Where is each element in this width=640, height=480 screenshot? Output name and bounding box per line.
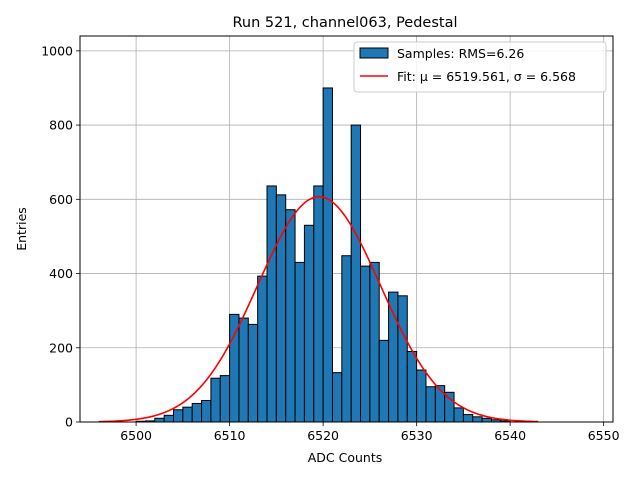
x-tick-label: 6500 <box>120 428 152 443</box>
histogram-bar <box>257 275 268 423</box>
y-tick-label: 0 <box>65 415 73 430</box>
histogram-bar <box>472 416 483 423</box>
histogram-bar <box>350 124 362 423</box>
histogram-bar <box>434 385 446 423</box>
histogram-bar <box>388 291 399 423</box>
y-tick-label: 600 <box>49 192 73 207</box>
x-tick-label: 6520 <box>307 428 339 443</box>
x-axis-ticks: 6500 6510 6520 6530 6540 6550 <box>120 422 620 443</box>
histogram-bar <box>219 375 231 423</box>
x-tick-label: 6550 <box>588 428 620 443</box>
legend: Samples: RMS=6.26 Fit: μ = 6519.561, σ =… <box>353 41 607 93</box>
legend-label-samples: Samples: RMS=6.26 <box>397 46 524 61</box>
x-tick-label: 6510 <box>214 428 246 443</box>
y-tick-label: 1000 <box>41 43 73 58</box>
histogram-bar <box>229 313 240 423</box>
histogram-bar <box>201 399 212 423</box>
histogram-bar <box>360 265 371 423</box>
histogram-bar <box>378 339 390 423</box>
histogram-bar <box>210 377 221 423</box>
histogram-bar <box>397 295 408 423</box>
histogram-bar <box>369 261 380 423</box>
histogram-bar <box>266 185 277 423</box>
histogram-bar <box>341 255 352 423</box>
x-tick-label: 6530 <box>401 428 433 443</box>
histogram-bar <box>453 407 464 423</box>
histogram-bar <box>154 417 165 423</box>
legend-swatch-samples <box>359 47 389 59</box>
legend-box <box>353 41 607 93</box>
histogram-bar <box>322 87 333 423</box>
x-axis-label: ADC Counts <box>308 450 383 465</box>
legend-label-fit: Fit: μ = 6519.561, σ = 6.568 <box>397 69 576 84</box>
histogram-bar <box>303 224 315 423</box>
fit-curve <box>98 195 539 423</box>
histogram-bar <box>285 209 296 423</box>
x-tick-label: 6540 <box>494 428 526 443</box>
y-axis-label: Entries <box>14 207 29 251</box>
fit-curve-layer <box>98 195 539 423</box>
histogram-bar <box>182 406 193 423</box>
histogram-bars <box>135 87 511 423</box>
histogram-bar <box>425 386 436 423</box>
histogram-bar <box>406 350 418 423</box>
histogram-bar <box>294 261 305 423</box>
plot-frame <box>79 35 614 423</box>
y-tick-label: 200 <box>49 340 73 355</box>
histogram-bar <box>416 369 427 423</box>
histogram-bar <box>238 317 249 423</box>
histogram-bar <box>481 417 492 423</box>
histogram-bar <box>173 409 184 423</box>
histogram-bar <box>331 372 343 423</box>
y-axis-ticks: 0 200 400 600 800 1000 <box>41 43 80 430</box>
chart-title: Run 521, channel063, Pedestal <box>232 15 457 31</box>
histogram-bar <box>163 414 175 423</box>
histogram-bar <box>313 185 324 423</box>
histogram-bar <box>191 402 203 423</box>
histogram-bar <box>444 391 455 423</box>
y-tick-label: 800 <box>49 118 73 133</box>
histogram-bar <box>247 323 259 423</box>
histogram-bar <box>462 414 474 423</box>
y-tick-label: 400 <box>49 266 73 281</box>
